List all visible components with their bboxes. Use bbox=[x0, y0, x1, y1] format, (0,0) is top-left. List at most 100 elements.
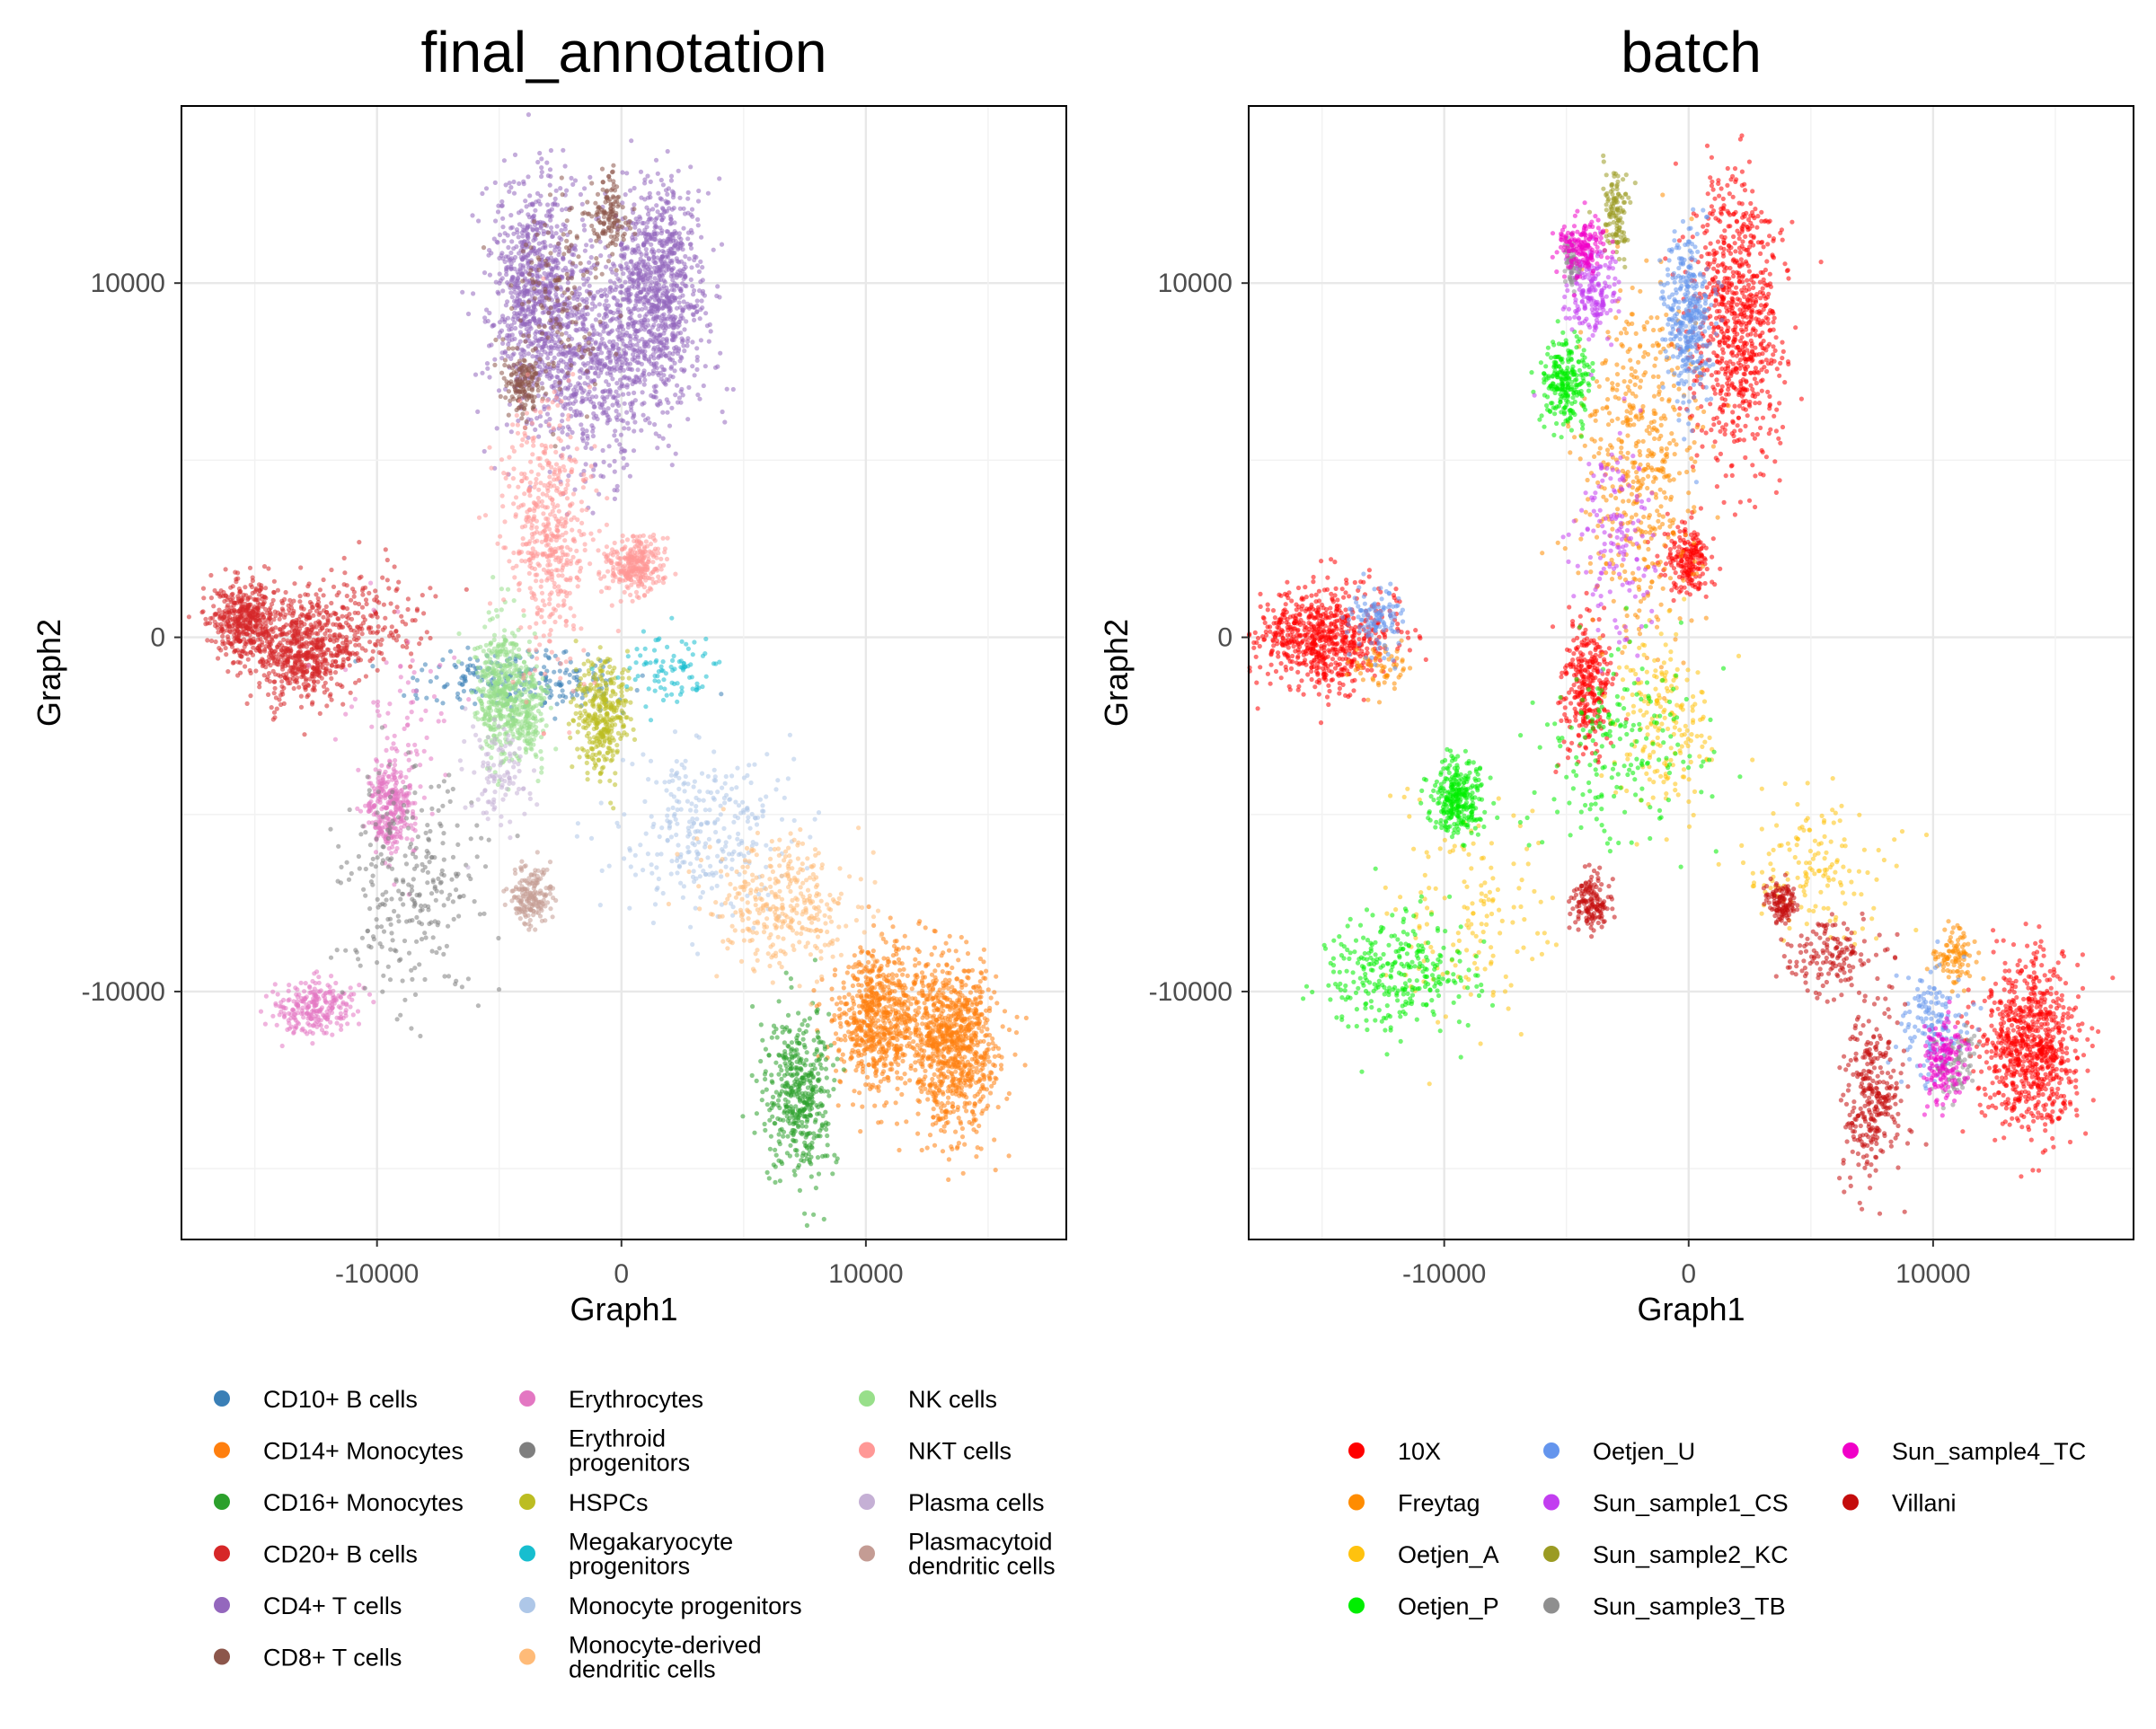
data-point bbox=[535, 191, 540, 196]
data-point bbox=[920, 970, 924, 975]
data-point bbox=[901, 946, 906, 950]
data-point bbox=[957, 1000, 961, 1004]
data-point bbox=[266, 692, 270, 697]
data-point bbox=[1007, 1091, 1012, 1096]
data-point bbox=[262, 564, 267, 569]
data-point bbox=[538, 225, 543, 230]
data-point bbox=[963, 1101, 968, 1106]
data-point bbox=[468, 663, 473, 667]
data-point bbox=[715, 284, 720, 288]
data-point bbox=[310, 631, 314, 635]
data-point bbox=[318, 628, 323, 632]
data-point bbox=[208, 616, 213, 621]
data-point bbox=[828, 1043, 833, 1047]
data-point bbox=[760, 1038, 764, 1043]
data-point bbox=[298, 669, 303, 674]
data-point bbox=[816, 1035, 820, 1039]
data-point bbox=[836, 1049, 841, 1054]
data-point bbox=[782, 1027, 787, 1031]
data-point bbox=[938, 1083, 942, 1088]
data-point bbox=[883, 996, 888, 1001]
data-point bbox=[517, 222, 522, 226]
data-point bbox=[558, 186, 562, 190]
data-point bbox=[954, 1022, 959, 1027]
data-point bbox=[504, 269, 508, 273]
data-point bbox=[380, 638, 384, 642]
data-point bbox=[991, 1063, 995, 1067]
data-point bbox=[506, 245, 510, 250]
data-point bbox=[950, 1105, 955, 1109]
data-point bbox=[632, 286, 636, 290]
data-point bbox=[821, 1114, 826, 1118]
data-point bbox=[308, 600, 313, 604]
data-point bbox=[526, 112, 531, 117]
data-point bbox=[878, 966, 882, 971]
data-point bbox=[323, 622, 327, 627]
data-point bbox=[203, 622, 208, 626]
data-point bbox=[686, 190, 691, 195]
data-point bbox=[764, 1088, 769, 1092]
data-point bbox=[329, 676, 333, 681]
data-point bbox=[777, 1132, 782, 1136]
data-point bbox=[303, 592, 307, 596]
data-point bbox=[932, 1098, 936, 1103]
data-point bbox=[220, 634, 225, 639]
data-point bbox=[471, 291, 475, 296]
data-point bbox=[769, 1134, 773, 1139]
data-point bbox=[857, 960, 862, 965]
data-point bbox=[823, 1045, 827, 1049]
data-point bbox=[279, 632, 284, 637]
data-point bbox=[884, 978, 888, 983]
data-point bbox=[932, 968, 937, 973]
data-point bbox=[507, 190, 511, 194]
data-point bbox=[888, 1061, 893, 1065]
data-point bbox=[317, 613, 322, 617]
data-point bbox=[799, 1068, 803, 1072]
data-point bbox=[445, 682, 449, 686]
data-point bbox=[970, 1057, 975, 1062]
data-point bbox=[411, 675, 415, 680]
data-point bbox=[804, 1072, 808, 1077]
data-point bbox=[266, 566, 270, 570]
data-point bbox=[786, 1013, 791, 1018]
data-point bbox=[818, 1063, 823, 1067]
data-point bbox=[791, 1072, 796, 1077]
data-point bbox=[370, 664, 375, 668]
data-point bbox=[986, 1042, 991, 1046]
data-point bbox=[1015, 1015, 1020, 1019]
data-point bbox=[393, 564, 397, 569]
data-point bbox=[651, 317, 656, 322]
data-point bbox=[894, 1100, 898, 1105]
data-point bbox=[968, 1049, 973, 1054]
data-point bbox=[968, 1045, 972, 1049]
data-point bbox=[312, 680, 316, 684]
data-point bbox=[967, 1063, 971, 1067]
data-point bbox=[264, 631, 269, 635]
data-point bbox=[399, 614, 403, 619]
data-point bbox=[274, 695, 278, 700]
data-point bbox=[798, 1083, 802, 1088]
data-point bbox=[652, 356, 657, 360]
data-point bbox=[689, 265, 694, 269]
data-point bbox=[311, 613, 315, 618]
data-point bbox=[834, 1160, 838, 1164]
data-point bbox=[932, 1008, 936, 1012]
data-point bbox=[815, 1047, 819, 1052]
data-point bbox=[882, 984, 887, 989]
data-point bbox=[340, 684, 344, 689]
data-point bbox=[923, 963, 928, 967]
data-point bbox=[1003, 1009, 1007, 1013]
data-point bbox=[223, 609, 227, 613]
data-point bbox=[286, 681, 290, 685]
data-point bbox=[880, 989, 885, 993]
data-point bbox=[632, 225, 637, 230]
data-point bbox=[235, 628, 240, 632]
data-point bbox=[988, 1090, 993, 1095]
data-point bbox=[976, 1092, 980, 1097]
data-point bbox=[936, 1090, 941, 1095]
data-point bbox=[227, 608, 232, 613]
data-point bbox=[305, 627, 309, 631]
data-point bbox=[669, 174, 674, 179]
data-point bbox=[554, 189, 559, 193]
data-point bbox=[759, 1022, 764, 1027]
